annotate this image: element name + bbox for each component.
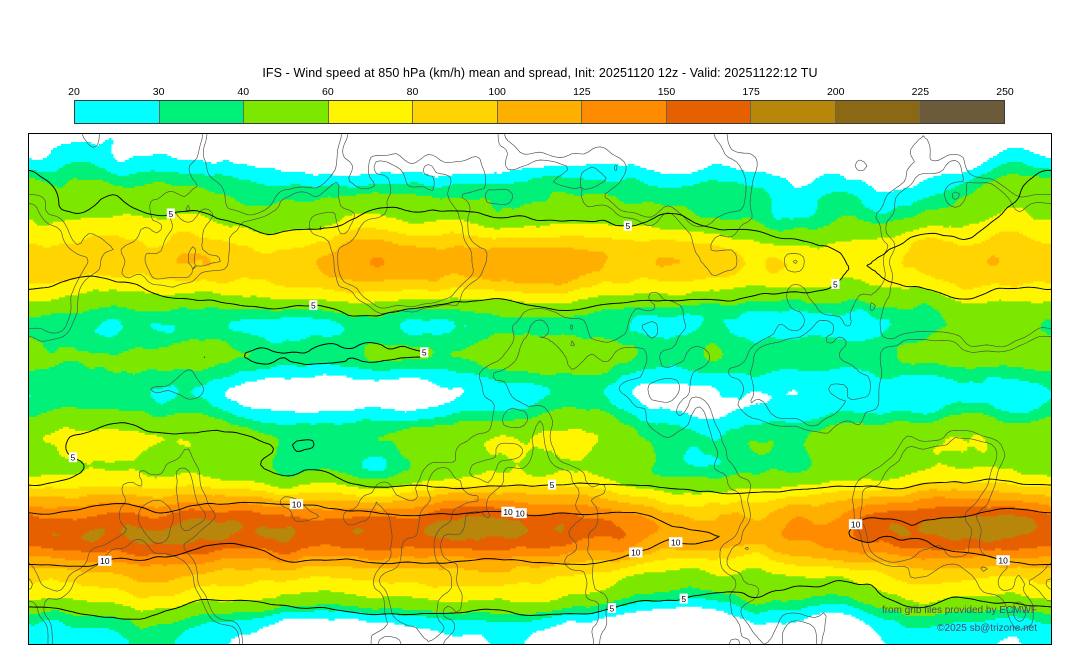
colorbar-swatches — [74, 100, 1005, 124]
colorbar-segment-6 — [582, 101, 667, 123]
contour-label: 10 — [513, 508, 527, 519]
svg-text:5: 5 — [609, 603, 614, 613]
svg-text:5: 5 — [168, 209, 173, 219]
page-title: IFS - Wind speed at 850 hPa (km/h) mean … — [262, 66, 818, 80]
coastline-path — [29, 134, 1051, 644]
svg-text:5: 5 — [625, 221, 630, 231]
svg-text:10: 10 — [851, 520, 861, 530]
colorbar-segment-2 — [244, 101, 329, 123]
wind-speed-shading — [29, 137, 1051, 644]
colorbar-tick-labels: 20 30 40 60 80 100 125 150 175 200 225 250 — [68, 86, 1014, 100]
svg-text:5: 5 — [71, 453, 76, 463]
colorbar-segment-5 — [497, 101, 583, 123]
contour-label: 10 — [289, 499, 304, 509]
svg-text:10: 10 — [515, 509, 525, 519]
colorbar-tick-30: 30 — [152, 86, 165, 98]
svg-text:10: 10 — [292, 499, 302, 509]
spread-contours — [29, 169, 1051, 620]
contour-label: 10 — [669, 537, 683, 547]
contour-label: 5 — [166, 208, 175, 219]
colorbar-tick-100: 100 — [488, 86, 506, 98]
map-frame[interactable]: 5 5 5 5 5 5 5 5 5 10 10 10 10 10 10 10 10 from grib file… — [28, 133, 1052, 645]
colorbar-segment-9 — [835, 101, 921, 123]
contour-label: 5 — [420, 347, 429, 358]
contour-label: 5 — [623, 220, 632, 231]
svg-text:5: 5 — [833, 279, 838, 289]
colorbar-segment-0 — [75, 101, 160, 123]
colorbar-tick-250: 250 — [996, 86, 1014, 98]
svg-text:10: 10 — [671, 537, 681, 547]
credit-source: from grib files provided by ECMWF — [881, 605, 1037, 616]
coastlines — [29, 134, 1051, 644]
colorbar-segment-7 — [666, 101, 752, 123]
svg-text:5: 5 — [422, 348, 427, 358]
colorbar-tick-225: 225 — [911, 86, 930, 98]
contour-label: 5 — [547, 479, 557, 490]
colorbar-tick-20: 20 — [68, 86, 80, 98]
credit-copyright: ©2025 sb@trizone.net — [937, 623, 1037, 634]
colorbar-tick-175: 175 — [742, 86, 760, 98]
colorbar-segment-10 — [920, 101, 1005, 123]
colorbar-segment-4 — [413, 101, 498, 123]
svg-text:10: 10 — [631, 548, 641, 558]
svg-text:10: 10 — [998, 556, 1008, 566]
colorbar-segment-3 — [328, 101, 414, 123]
contour-label: 5 — [831, 279, 840, 289]
colorbar-tick-150: 150 — [657, 86, 676, 98]
colorbar-segment-1 — [159, 101, 245, 123]
svg-text:10: 10 — [503, 507, 513, 517]
colorbar-tick-80: 80 — [406, 86, 419, 98]
contour-label: 5 — [679, 593, 688, 604]
spread-contour-10 — [29, 501, 1051, 567]
colorbar-tick-40: 40 — [237, 86, 250, 98]
svg-text:5: 5 — [311, 300, 316, 310]
contour-label: 10 — [848, 519, 863, 530]
contour-label: 10 — [98, 555, 112, 566]
contour-label: 10 — [501, 506, 515, 517]
svg-text:5: 5 — [550, 480, 555, 490]
contour-label: 10 — [629, 547, 643, 558]
spread-contour-5 — [29, 169, 1051, 620]
colorbar-tick-125: 125 — [573, 86, 591, 98]
svg-text:10: 10 — [100, 556, 110, 566]
contour-label: 10 — [996, 555, 1010, 566]
contour-label: 5 — [607, 603, 616, 613]
contour-label: 5 — [68, 452, 78, 463]
colorbar-tick-60: 60 — [322, 86, 334, 98]
colorbar: 20 30 40 60 80 100 125 150 175 200 225 250 — [68, 86, 1014, 128]
contour-label: 5 — [309, 300, 318, 310]
svg-text:5: 5 — [681, 594, 686, 604]
colorbar-segment-8 — [751, 101, 836, 123]
colorbar-tick-200: 200 — [826, 86, 845, 98]
